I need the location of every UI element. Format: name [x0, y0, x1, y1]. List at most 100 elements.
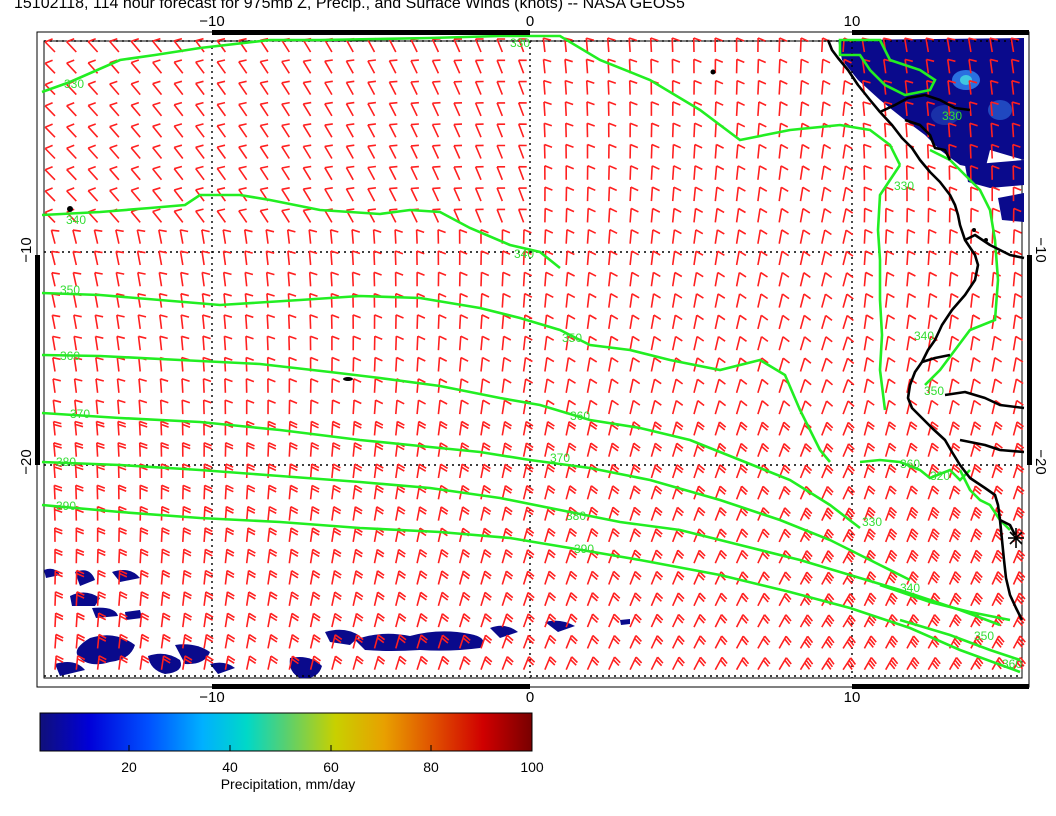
- wind-barb: [948, 571, 962, 585]
- wind-barb: [373, 548, 385, 564]
- wind-barb: [245, 591, 257, 606]
- wind-barb: [480, 399, 491, 415]
- wind-barb: [137, 293, 146, 308]
- wind-barb: [586, 421, 598, 436]
- wind-barb: [480, 570, 492, 585]
- wind-barb: [522, 463, 534, 479]
- wind-barb: [927, 207, 937, 223]
- contour-330-north: [41, 34, 902, 166]
- wind-barb: [650, 592, 664, 607]
- wind-barb: [757, 165, 767, 180]
- wind-barb: [842, 208, 854, 223]
- wind-barb: [1012, 421, 1024, 436]
- wind-barb: [692, 37, 702, 53]
- wind-barb: [302, 59, 312, 74]
- wind-barb: [969, 122, 978, 138]
- wind-barb: [650, 528, 663, 543]
- lat-tick-label: −10: [18, 237, 35, 262]
- wind-barb: [608, 635, 621, 649]
- wind-barb: [586, 592, 599, 607]
- wind-barb: [238, 165, 248, 181]
- contour-350-west: [41, 291, 831, 463]
- wind-barb: [714, 592, 728, 607]
- wind-barb: [586, 250, 597, 266]
- wind-barb: [266, 314, 276, 329]
- wind-barb: [863, 186, 873, 202]
- wind-barb: [565, 357, 576, 372]
- wind-barb: [75, 569, 85, 585]
- wind-barb: [437, 634, 450, 649]
- wind-barb: [501, 549, 513, 564]
- wind-barb: [671, 165, 682, 180]
- wind-barb: [416, 378, 426, 393]
- wind-barb: [629, 485, 642, 500]
- wind-barb: [453, 208, 463, 223]
- wind-barb: [969, 165, 979, 180]
- contour-label: 350: [562, 331, 582, 345]
- wind-barb: [799, 571, 813, 585]
- wind-barb: [671, 314, 683, 330]
- wind-barb: [884, 442, 897, 457]
- wind-barb: [970, 592, 983, 607]
- wind-barb: [437, 250, 447, 266]
- colorbar-tick-label: 80: [423, 759, 439, 775]
- wind-barb: [281, 187, 290, 202]
- wind-barb: [970, 506, 983, 521]
- lon-tick-label: 10: [844, 689, 861, 706]
- wind-barb: [109, 165, 120, 181]
- contour-coast-north: [876, 164, 902, 411]
- contour-peru-inland: [924, 148, 1000, 386]
- wind-barb: [44, 144, 56, 160]
- wind-barb: [821, 528, 834, 543]
- wind-barb: [799, 122, 810, 138]
- wind-barb: [259, 123, 269, 138]
- wind-barb: [480, 484, 492, 500]
- wind-barb: [585, 58, 595, 74]
- wind-barb: [799, 464, 813, 479]
- wind-barb: [50, 229, 60, 244]
- wind-barb: [474, 38, 484, 53]
- wind-barb: [927, 571, 941, 585]
- wind-barb: [373, 378, 383, 393]
- wind-barb: [1012, 614, 1026, 628]
- wind-barb: [453, 59, 463, 74]
- wind-barb: [96, 655, 107, 670]
- wind-barb: [585, 79, 595, 95]
- wind-barb: [629, 378, 641, 393]
- wind-barb: [671, 592, 685, 607]
- wind-barb: [586, 186, 596, 202]
- wind-barb: [522, 271, 533, 287]
- wind-barb: [863, 292, 874, 308]
- wind-barb: [989, 79, 999, 95]
- wind-barb: [629, 143, 639, 159]
- wind-barb: [970, 335, 981, 351]
- wind-barb: [1012, 592, 1026, 607]
- wind-barb: [367, 59, 376, 74]
- wind-barb: [496, 80, 506, 95]
- wind-barb: [991, 635, 1005, 649]
- wind-barb: [821, 635, 835, 649]
- wind-barb: [501, 570, 514, 585]
- wind-barb: [650, 357, 662, 372]
- wind-barb: [331, 420, 341, 436]
- wind-barb: [259, 144, 269, 159]
- colorbar-tick-label: 100: [520, 759, 544, 775]
- wind-barb: [309, 591, 321, 606]
- wind-barb: [238, 123, 248, 138]
- wind-barb: [608, 250, 618, 266]
- wind-barb: [522, 506, 535, 521]
- wind-barb: [714, 464, 727, 479]
- wind-barb: [395, 463, 406, 479]
- wind-barb: [991, 186, 1000, 202]
- wind-barb: [522, 335, 533, 351]
- wind-barb: [373, 655, 386, 670]
- wind-barb: [991, 592, 1005, 607]
- wind-barb: [245, 441, 255, 457]
- wind-barb: [543, 143, 553, 159]
- wind-barb: [416, 570, 428, 585]
- wind-barb: [586, 399, 598, 415]
- wind-barb: [345, 101, 355, 117]
- wind-barb: [265, 271, 275, 287]
- wind-barb: [195, 165, 205, 181]
- wind-barb: [139, 655, 150, 670]
